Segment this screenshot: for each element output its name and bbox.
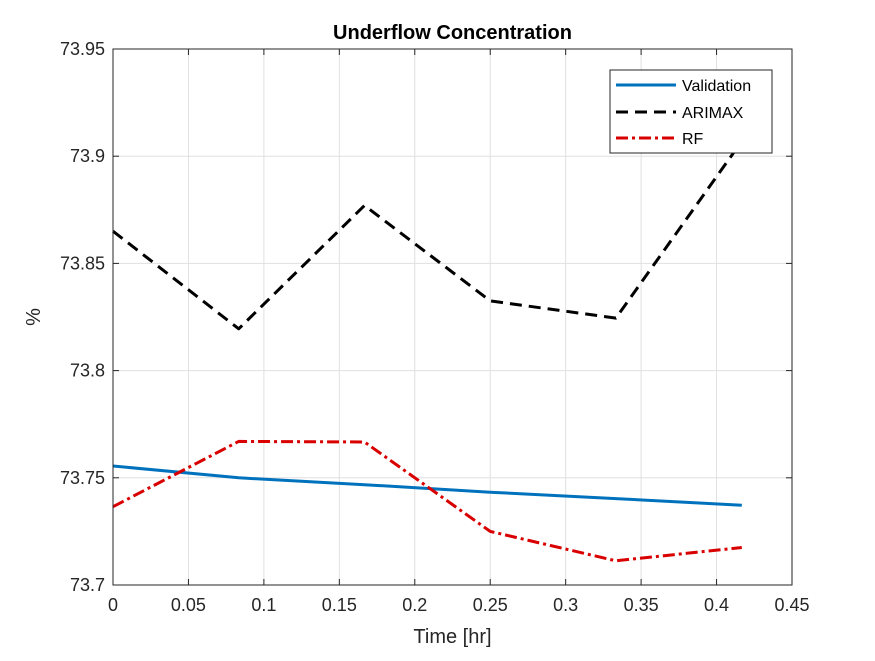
series-line-arimax (112, 140, 744, 331)
axis-ticks: 0 0.05 0.1 0.15 0.2 0.25 0.3 0.35 0.4 0.45 73.7 73.… (60, 39, 810, 615)
y-tick-label: 73.8 (70, 361, 105, 381)
y-tick-label: 73.9 (70, 146, 105, 166)
legend: Validation ARIMAX RF (609, 69, 773, 154)
series-layer (112, 140, 744, 563)
legend-label-arimax: ARIMAX (682, 105, 744, 122)
y-tick-label: 73.7 (70, 575, 105, 595)
legend-label-validation: Validation (682, 78, 751, 95)
x-tick-label: 0.1 (251, 595, 276, 615)
x-tick-label: 0.15 (322, 595, 357, 615)
x-tick-label: 0.35 (624, 595, 659, 615)
legend-label-rf: RF (682, 131, 704, 148)
x-axis-label: Time [hr] (413, 626, 491, 648)
chart-title: Underflow Concentration (333, 22, 572, 44)
x-tick-label: 0.3 (553, 595, 578, 615)
x-tick-label: 0.4 (704, 595, 729, 615)
x-tick-label: 0.45 (774, 595, 809, 615)
y-axis-label: % (23, 308, 45, 326)
x-tick-label: 0.25 (473, 595, 508, 615)
x-tick-label: 0.2 (402, 595, 427, 615)
y-tick-label: 73.75 (60, 468, 105, 488)
x-tick-label: 0 (108, 595, 118, 615)
y-tick-label: 73.95 (60, 39, 105, 59)
plot-border (112, 48, 793, 586)
x-tick-label: 0.05 (171, 595, 206, 615)
y-tick-label: 73.85 (60, 253, 105, 273)
series-line-rf (112, 439, 742, 563)
